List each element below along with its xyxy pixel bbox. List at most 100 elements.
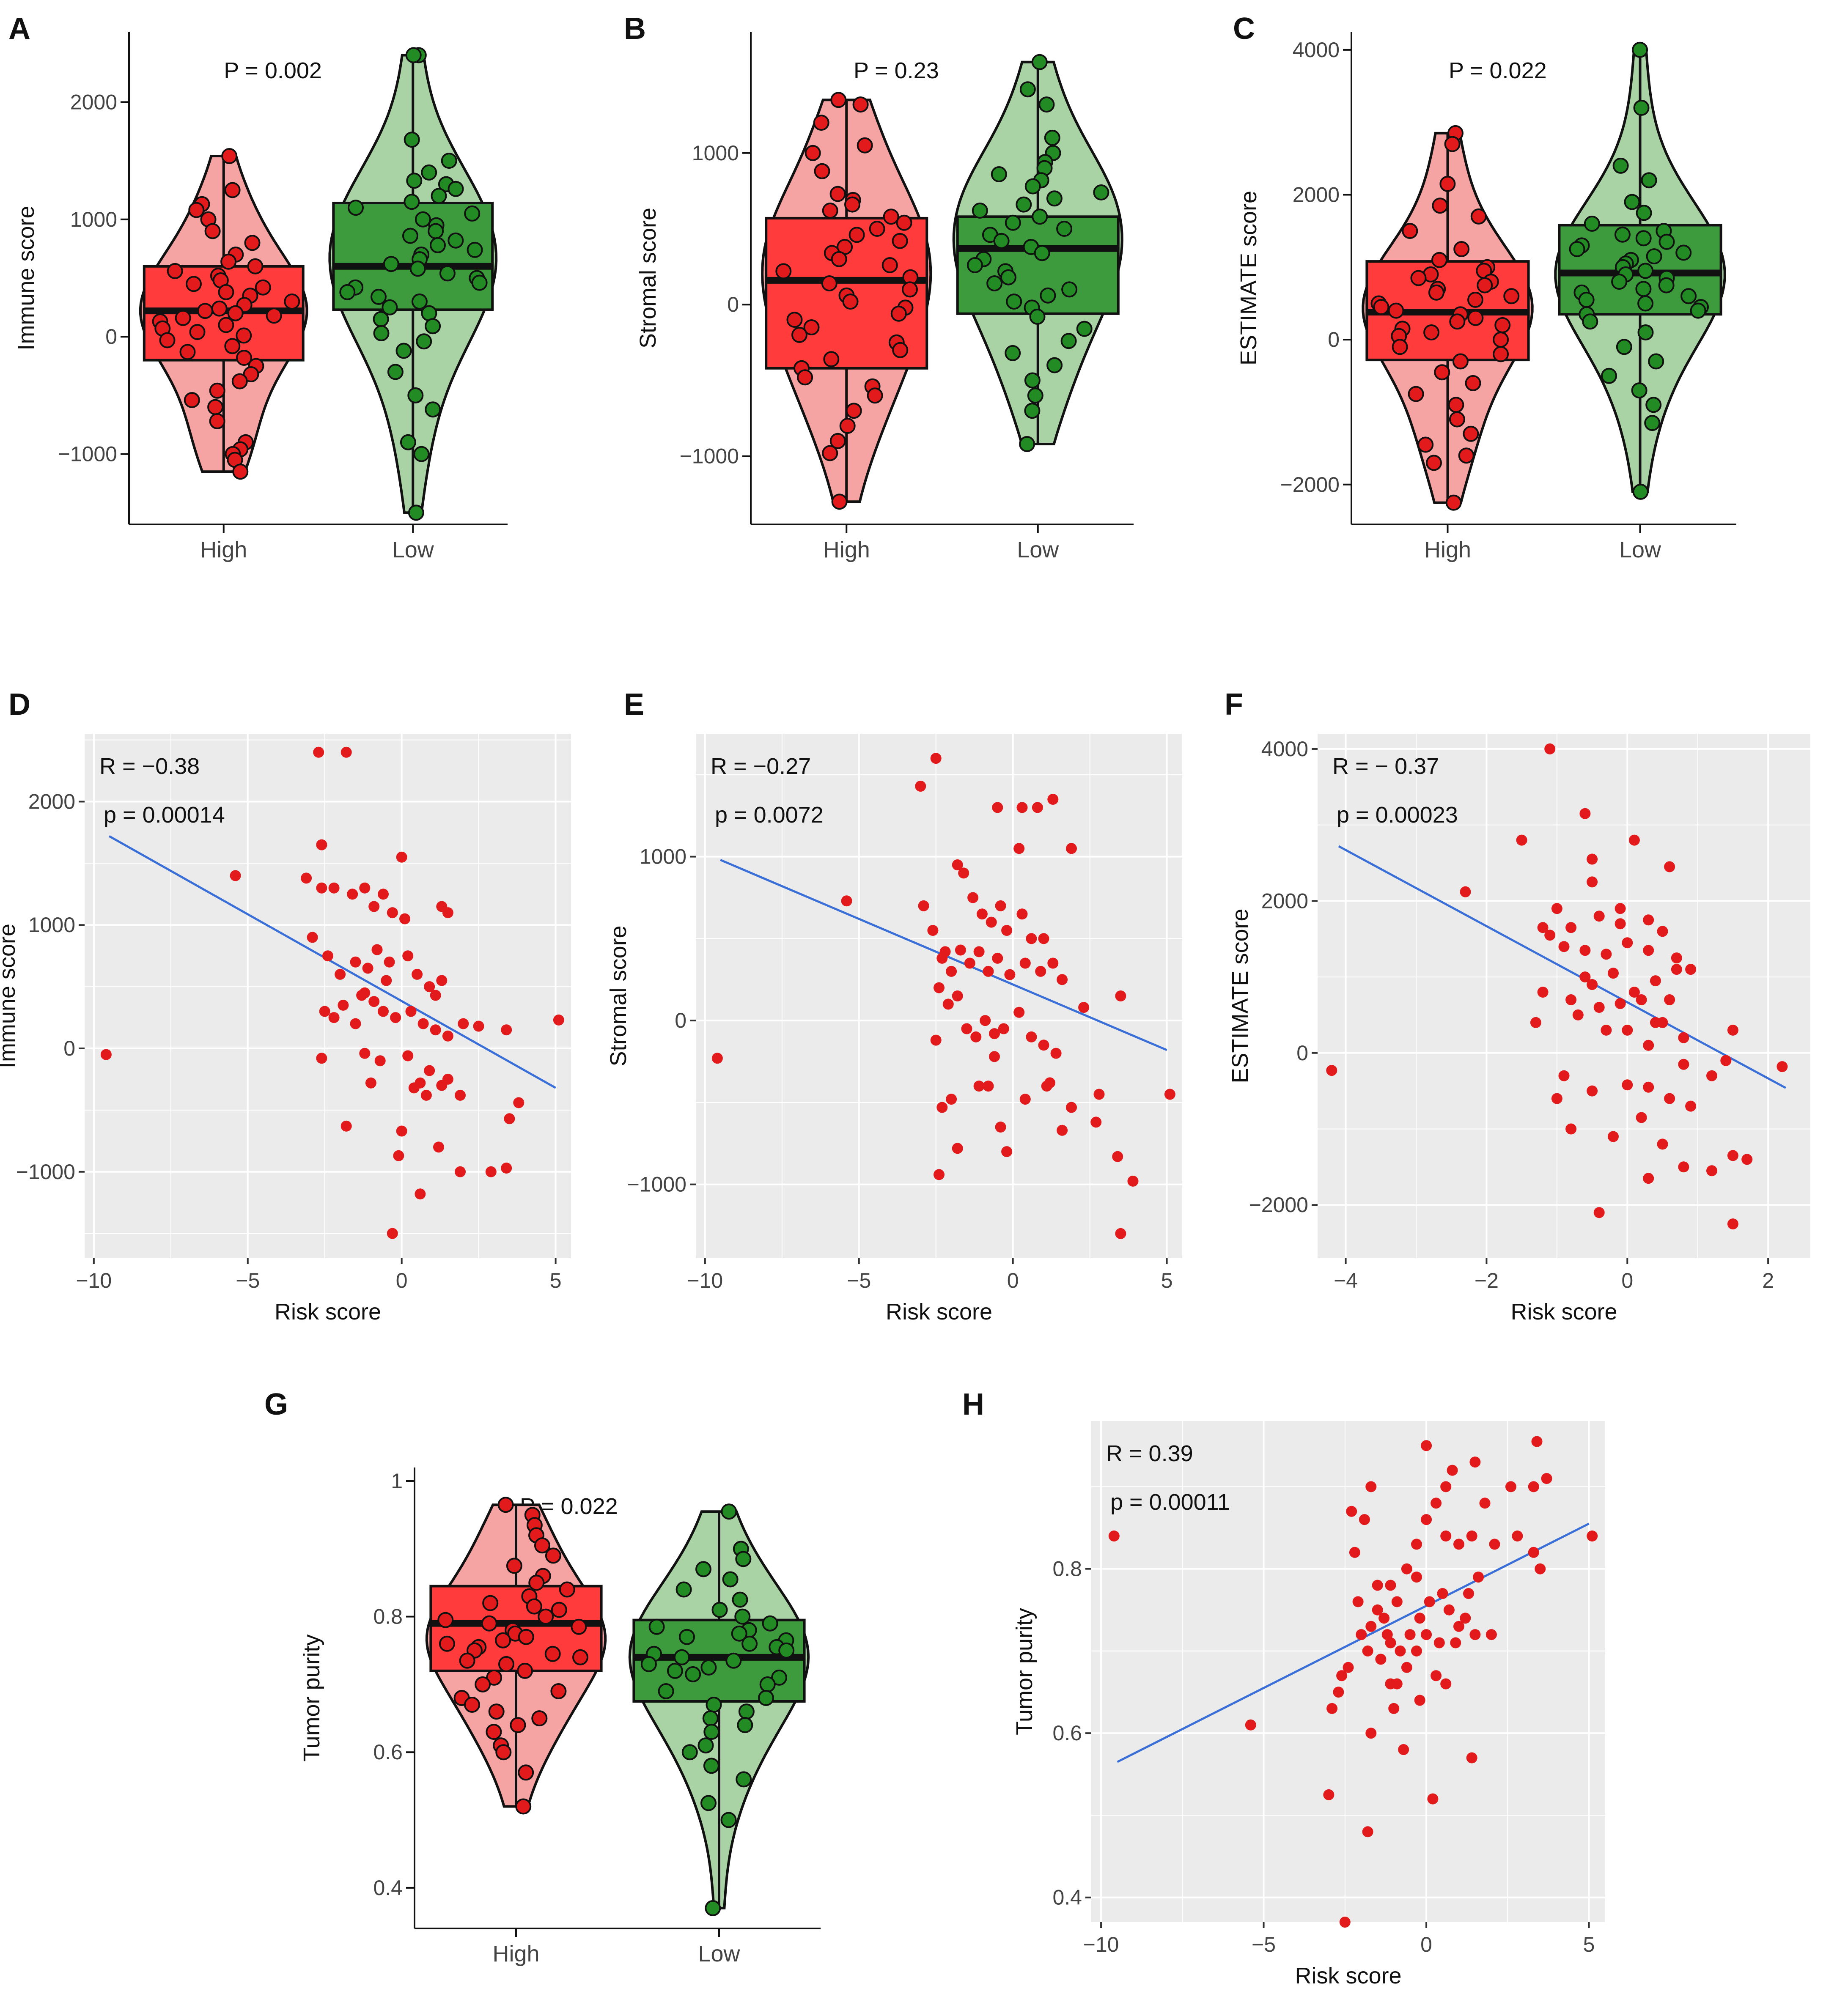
data-point xyxy=(1426,455,1442,471)
data-point xyxy=(425,401,441,418)
data-point xyxy=(1657,926,1668,937)
data-point xyxy=(1643,945,1654,956)
data-point xyxy=(1637,295,1654,312)
data-point xyxy=(1477,277,1493,293)
data-point xyxy=(1385,1580,1396,1591)
data-point xyxy=(231,373,248,389)
data-point xyxy=(1645,397,1662,413)
data-point xyxy=(1636,994,1647,1005)
data-point xyxy=(236,327,252,344)
data-point xyxy=(955,944,966,956)
data-point xyxy=(1038,1040,1049,1051)
data-point xyxy=(803,319,820,335)
data-point xyxy=(506,1558,522,1574)
data-point xyxy=(846,403,862,419)
data-point xyxy=(1608,968,1619,979)
data-point xyxy=(1467,310,1484,326)
data-point xyxy=(1544,930,1556,941)
data-point xyxy=(1678,1059,1689,1070)
data-point xyxy=(497,1497,514,1513)
data-point xyxy=(1016,802,1028,813)
data-point xyxy=(1650,975,1661,987)
data-point xyxy=(1440,1678,1452,1690)
data-point xyxy=(720,1812,737,1828)
data-point xyxy=(722,1571,739,1588)
data-point xyxy=(842,293,859,310)
data-point xyxy=(359,1048,371,1059)
data-point xyxy=(518,1764,534,1781)
data-point xyxy=(1443,1604,1455,1616)
data-point xyxy=(230,870,241,881)
data-point xyxy=(553,1014,564,1026)
data-point xyxy=(967,257,983,273)
data-point xyxy=(1005,345,1021,361)
data-point xyxy=(831,494,848,510)
data-point xyxy=(775,263,792,280)
data-point xyxy=(1392,339,1408,355)
data-point xyxy=(365,1077,376,1089)
data-point xyxy=(1398,1744,1409,1755)
data-point xyxy=(1544,743,1556,754)
data-point xyxy=(1057,1125,1068,1136)
data-point xyxy=(1706,1165,1717,1177)
data-point xyxy=(411,293,428,310)
data-point xyxy=(700,1795,717,1811)
data-point xyxy=(436,1080,448,1091)
data-point xyxy=(186,276,202,292)
data-point xyxy=(1093,1089,1105,1100)
data-point xyxy=(1395,1645,1406,1657)
data-point xyxy=(936,1102,948,1113)
data-point xyxy=(1685,964,1697,975)
data-point xyxy=(791,326,807,343)
data-point xyxy=(1365,1728,1377,1739)
data-point xyxy=(1378,1613,1390,1624)
data-point xyxy=(734,1608,751,1625)
data-point xyxy=(1019,957,1031,969)
x-tick-label: Low xyxy=(392,537,434,562)
data-point xyxy=(301,872,312,884)
data-point xyxy=(382,299,398,315)
data-point xyxy=(439,1635,455,1652)
data-point xyxy=(328,1012,340,1023)
p-value-annotation: P = 0.002 xyxy=(224,58,322,83)
data-point xyxy=(983,1081,994,1092)
data-point xyxy=(1664,994,1675,1005)
data-point xyxy=(1664,861,1675,872)
data-point xyxy=(244,235,261,251)
y-tick-label: 1 xyxy=(391,1469,403,1493)
data-point xyxy=(1615,903,1626,914)
data-point xyxy=(989,1051,1000,1062)
data-point xyxy=(1359,1514,1370,1525)
data-point xyxy=(1391,1596,1403,1607)
data-point xyxy=(1040,287,1056,304)
data-point xyxy=(1727,1218,1738,1230)
data-point xyxy=(221,148,238,164)
data-point xyxy=(1066,1102,1077,1113)
y-tick-label: 1000 xyxy=(70,208,117,231)
data-point xyxy=(1584,216,1600,232)
data-point xyxy=(1493,346,1509,362)
data-point xyxy=(1108,1531,1120,1541)
data-point xyxy=(1437,1588,1448,1599)
y-tick-label: 2000 xyxy=(70,90,117,114)
data-point xyxy=(1593,1207,1605,1218)
data-point xyxy=(406,173,423,189)
y-axis-label: Stromal score xyxy=(635,208,661,348)
data-point xyxy=(1450,1637,1461,1648)
data-point xyxy=(675,1581,692,1598)
data-point xyxy=(399,913,410,924)
data-point xyxy=(1362,1645,1373,1657)
data-point xyxy=(1401,1563,1412,1574)
y-tick-label: 0.6 xyxy=(1052,1721,1082,1745)
y-axis-label: Immune score xyxy=(0,924,20,1068)
data-point xyxy=(1115,1228,1126,1239)
data-point xyxy=(1615,998,1626,1009)
data-point xyxy=(387,907,398,919)
data-point xyxy=(1587,853,1598,865)
y-tick-label: 2000 xyxy=(1293,183,1340,206)
data-point xyxy=(1381,1629,1393,1640)
panel-label-e: E xyxy=(624,688,644,721)
y-axis-label: ESTIMATE score xyxy=(1227,908,1253,1083)
data-point xyxy=(433,1141,444,1153)
y-tick-label: 0 xyxy=(1328,328,1340,351)
